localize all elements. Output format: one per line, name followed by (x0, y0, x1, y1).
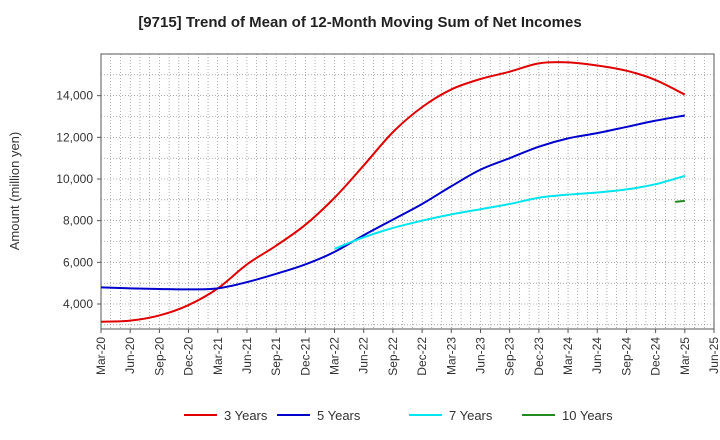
series-line-7-years (334, 174, 686, 250)
x-tick-label: Mar-21 (211, 337, 225, 375)
plot-area (100, 53, 715, 330)
y-tick-label: 10,000 (56, 172, 93, 186)
x-tick-label: Jun-23 (473, 337, 487, 374)
x-tick-label: Dec-21 (298, 337, 312, 376)
x-tick-label: Sep-20 (152, 337, 166, 376)
x-axis-ticks: Mar-20 Jun-20 Sep-20 Dec-20 Mar-21 Jun-21 Sep-… (94, 329, 720, 376)
y-tick-label: 6,000 (63, 255, 93, 269)
chart-title: [9715] Trend of Mean of 12-Month Moving … (138, 14, 582, 31)
legend-label-5-years: 5 Years (317, 408, 361, 423)
x-tick-label: Sep-22 (386, 337, 400, 376)
y-tick-label: 8,000 (63, 214, 93, 228)
x-tick-label: Jun-20 (123, 337, 137, 374)
x-tick-label: Sep-23 (503, 337, 517, 376)
x-tick-label: Dec-23 (532, 337, 546, 376)
y-axis-ticks: 4,000 6,000 8,000 10,000 12,000 14,000 (56, 89, 101, 311)
x-tick-label: Dec-20 (182, 337, 196, 376)
x-tick-label: Jun-25 (707, 337, 720, 374)
x-tick-label: Jun-21 (240, 337, 254, 374)
x-tick-label: Sep-21 (269, 337, 283, 376)
series-line-5-years (100, 114, 685, 291)
plot-border (100, 53, 715, 330)
x-tick-label: Mar-22 (328, 337, 342, 375)
y-axis-label: Amount (million yen) (7, 132, 22, 251)
x-tick-label: Mar-23 (444, 337, 458, 375)
y-tick-label: 14,000 (56, 89, 93, 103)
x-tick-label: Dec-22 (415, 337, 429, 376)
legend-label-3-years: 3 Years (224, 408, 268, 423)
y-tick-label: 4,000 (63, 297, 93, 311)
series-lines (100, 61, 686, 323)
x-tick-label: Jun-22 (357, 337, 371, 374)
y-tick-label: 12,000 (56, 130, 93, 144)
series-line-3-years (100, 61, 686, 323)
grid-lines (101, 54, 714, 329)
legend-label-7-years: 7 Years (449, 408, 493, 423)
x-tick-label: Jun-24 (590, 337, 604, 374)
x-tick-label: Dec-24 (649, 337, 663, 376)
x-tick-label: Mar-24 (561, 337, 575, 375)
legend-label-10-years: 10 Years (562, 408, 613, 423)
series-line-10-years (674, 199, 685, 203)
x-tick-label: Mar-25 (678, 337, 692, 375)
legend: 3 Years 5 Years 7 Years 10 Years (184, 408, 613, 423)
x-tick-label: Sep-24 (619, 337, 633, 376)
x-tick-label: Mar-20 (94, 337, 108, 375)
